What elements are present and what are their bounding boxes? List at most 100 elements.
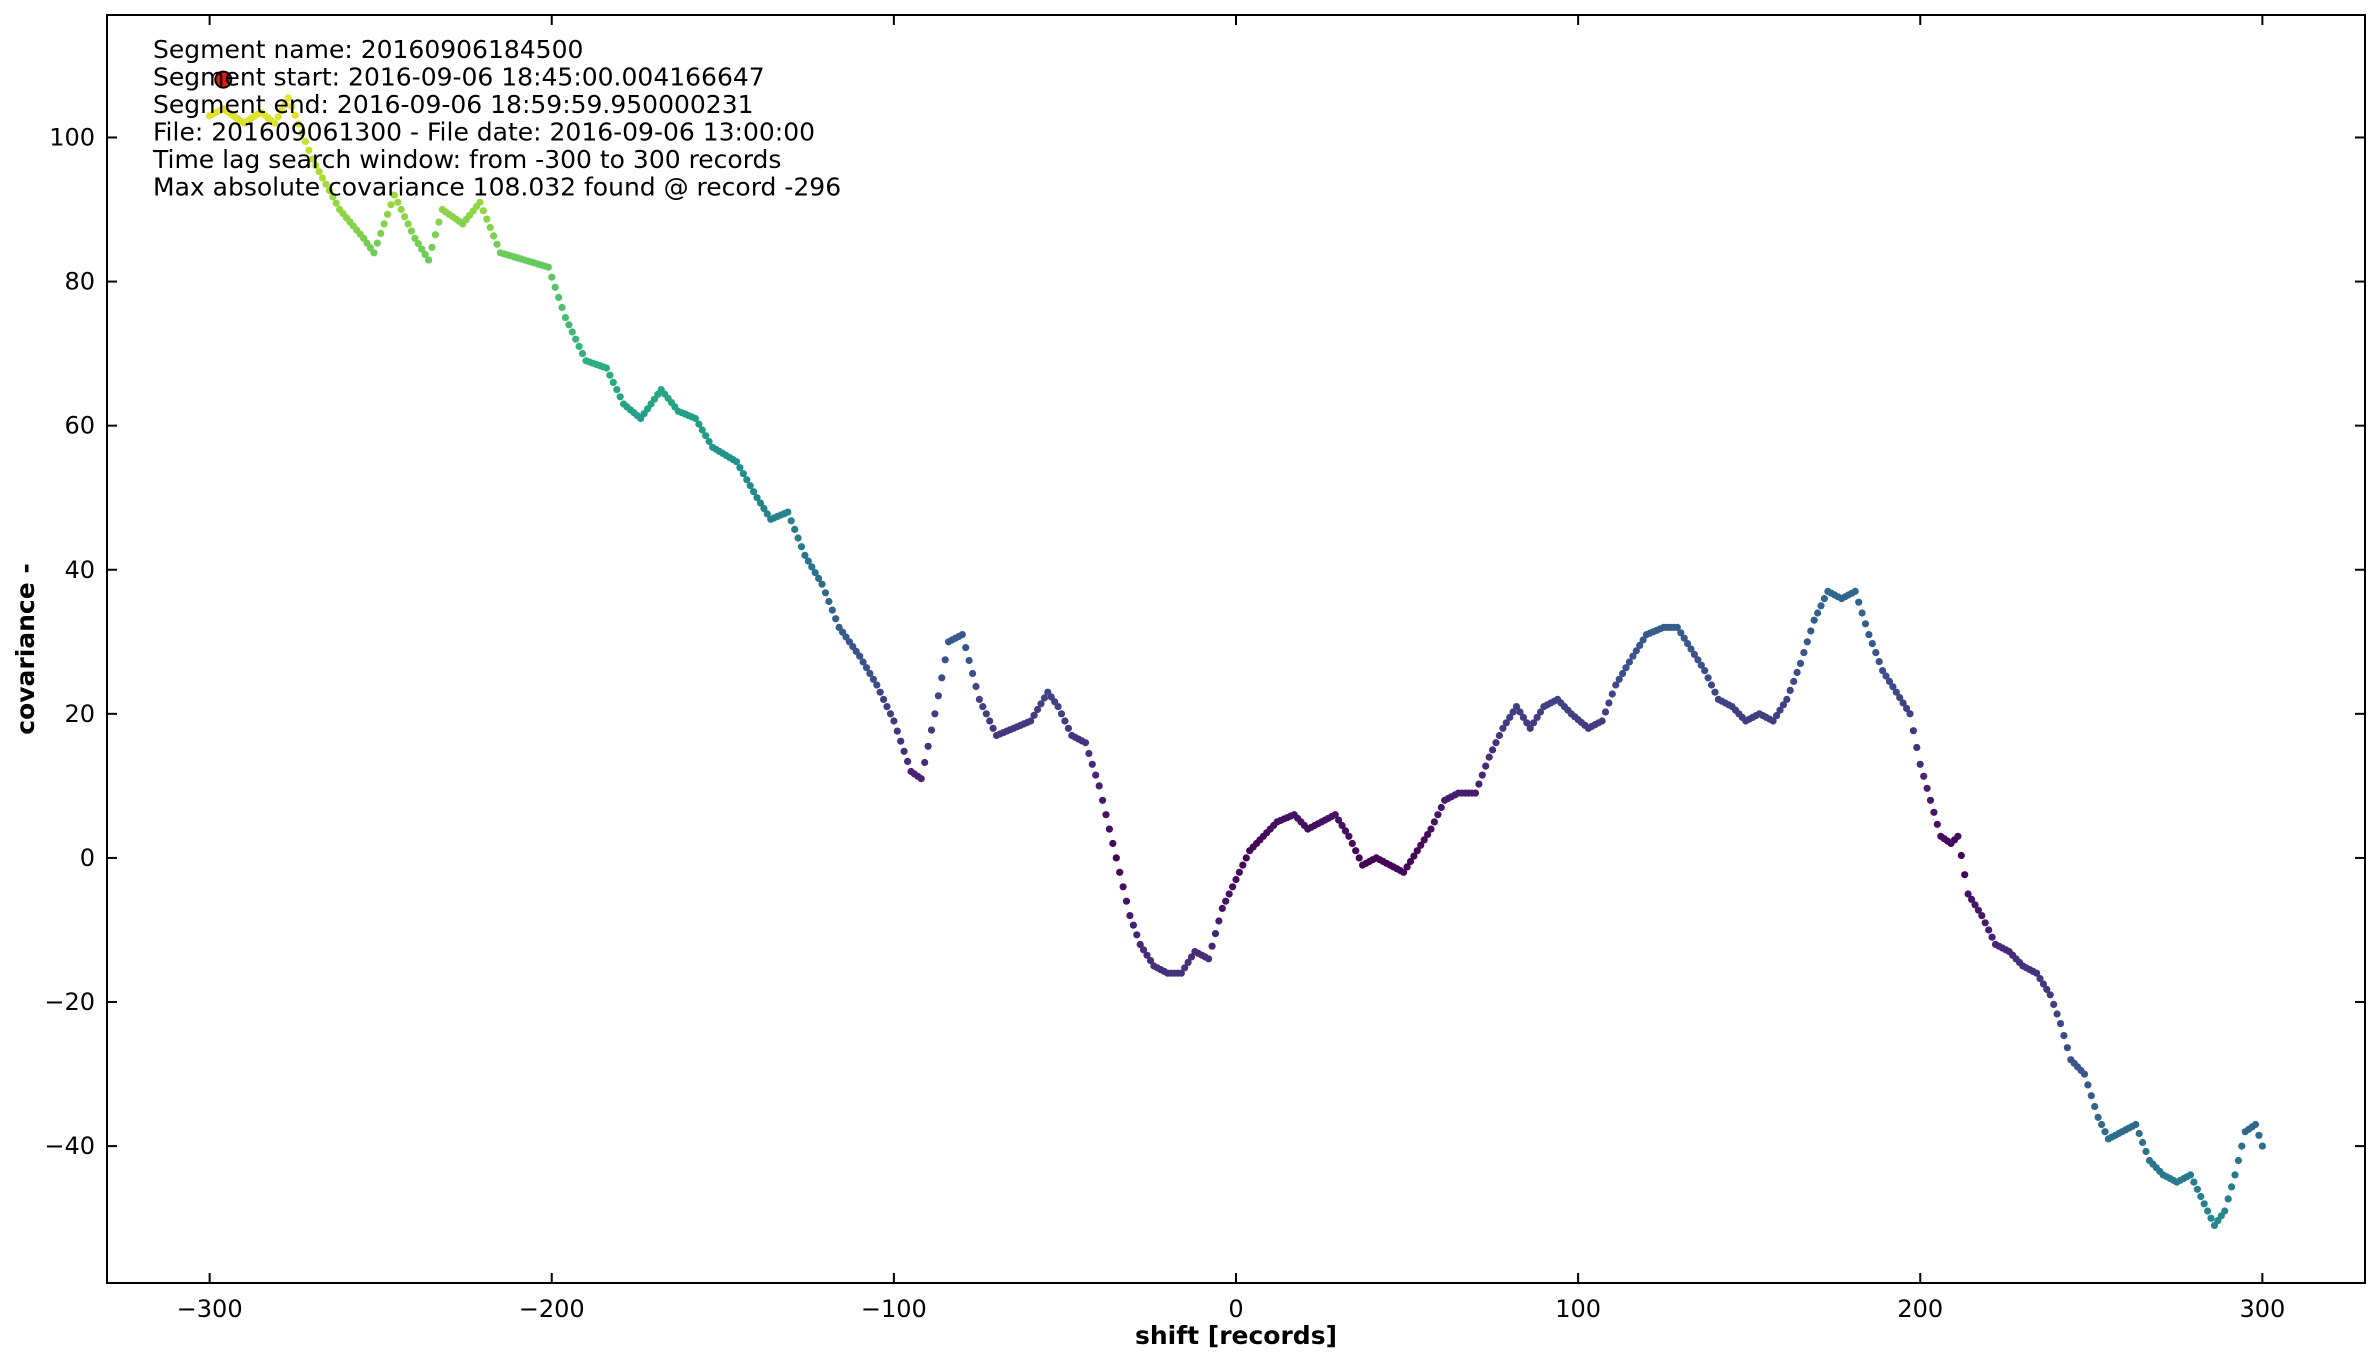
data-point bbox=[2094, 1113, 2102, 1121]
y-tick-label: 100 bbox=[49, 123, 95, 151]
data-point bbox=[291, 111, 299, 119]
data-point bbox=[1814, 609, 1822, 617]
x-tick-label: 100 bbox=[1555, 1295, 1601, 1323]
data-point bbox=[1512, 703, 1521, 711]
data-point bbox=[2080, 1070, 2089, 1078]
data-point bbox=[1427, 825, 1435, 833]
data-point bbox=[1855, 598, 1863, 606]
data-point bbox=[2091, 1102, 2099, 1111]
data-point bbox=[1701, 667, 1709, 675]
data-point bbox=[1807, 627, 1815, 635]
data-point bbox=[377, 229, 385, 238]
data-point bbox=[1687, 645, 1695, 653]
data-point bbox=[1242, 854, 1250, 862]
data-point bbox=[975, 695, 984, 704]
data-point bbox=[1913, 743, 1921, 752]
data-point bbox=[2098, 1120, 2106, 1129]
data-point bbox=[1187, 953, 1196, 961]
data-point bbox=[1088, 760, 1096, 768]
data-point bbox=[318, 174, 327, 182]
data-point bbox=[312, 161, 320, 169]
data-point bbox=[695, 420, 703, 428]
data-point bbox=[322, 180, 330, 188]
data-point bbox=[1034, 705, 1042, 714]
data-point bbox=[329, 193, 337, 201]
x-tick-label: 200 bbox=[1897, 1295, 1943, 1323]
data-point bbox=[1054, 703, 1062, 711]
data-point bbox=[606, 371, 614, 379]
data-point bbox=[880, 695, 888, 704]
data-point bbox=[1800, 649, 1808, 657]
data-point bbox=[380, 220, 388, 228]
data-point bbox=[808, 563, 816, 571]
data-point bbox=[1632, 647, 1640, 655]
data-point bbox=[982, 710, 990, 718]
data-point bbox=[832, 615, 840, 623]
data-point bbox=[1112, 854, 1120, 862]
data-point bbox=[989, 724, 997, 732]
data-point bbox=[1122, 897, 1131, 905]
data-point bbox=[883, 703, 891, 711]
data-point bbox=[804, 557, 812, 565]
y-tick-label: −40 bbox=[44, 1132, 95, 1160]
data-point bbox=[1335, 816, 1343, 824]
data-point bbox=[1485, 753, 1493, 761]
data-point bbox=[1215, 917, 1223, 925]
data-point bbox=[825, 597, 833, 606]
data-point bbox=[425, 256, 433, 264]
data-point bbox=[2186, 1171, 2195, 1179]
data-point bbox=[1903, 704, 1911, 713]
data-point bbox=[1817, 602, 1825, 610]
data-point bbox=[394, 198, 402, 206]
data-point bbox=[1140, 946, 1148, 954]
data-point bbox=[1355, 854, 1363, 862]
data-points bbox=[206, 94, 2266, 1229]
data-point bbox=[1475, 780, 1483, 788]
data-point bbox=[1506, 713, 1514, 722]
data-point bbox=[1495, 731, 1503, 740]
info-line: Segment start: 2016-09-06 18:45:00.00416… bbox=[153, 63, 765, 92]
data-point bbox=[1229, 883, 1237, 891]
x-tick-label: −300 bbox=[177, 1295, 243, 1323]
data-point bbox=[1499, 724, 1507, 732]
data-point bbox=[1105, 825, 1113, 833]
data-point bbox=[1519, 713, 1527, 722]
data-point bbox=[602, 364, 611, 372]
data-point bbox=[1684, 640, 1692, 648]
data-point bbox=[979, 703, 987, 711]
data-point bbox=[1605, 699, 1613, 707]
data-point bbox=[565, 321, 573, 329]
data-point bbox=[1971, 901, 1979, 909]
data-point bbox=[1205, 955, 1213, 963]
data-point bbox=[1092, 771, 1100, 779]
data-point bbox=[2046, 991, 2054, 999]
data-point bbox=[1601, 708, 1610, 716]
data-point bbox=[1923, 784, 1931, 792]
data-point bbox=[1509, 708, 1517, 716]
data-point bbox=[1793, 668, 1801, 677]
data-point bbox=[1492, 739, 1500, 747]
data-point bbox=[1608, 690, 1616, 698]
data-point bbox=[873, 681, 881, 689]
data-point bbox=[2255, 1131, 2263, 1139]
data-point bbox=[862, 664, 871, 672]
data-point bbox=[1783, 695, 1791, 704]
data-point bbox=[401, 213, 409, 221]
data-point bbox=[1345, 832, 1353, 840]
data-point bbox=[1865, 631, 1873, 639]
data-point bbox=[2251, 1120, 2260, 1129]
data-point bbox=[1338, 821, 1346, 830]
data-point bbox=[917, 775, 925, 783]
info-line: Segment name: 20160906184500 bbox=[153, 35, 583, 64]
data-point bbox=[2036, 975, 2044, 983]
data-point bbox=[931, 710, 939, 718]
data-point bbox=[1146, 957, 1155, 965]
data-point bbox=[1933, 820, 1941, 828]
data-point bbox=[1690, 650, 1698, 659]
data-point bbox=[1341, 827, 1350, 835]
y-tick-label: 20 bbox=[64, 700, 95, 728]
data-point bbox=[1896, 694, 1904, 702]
data-point bbox=[886, 710, 895, 718]
data-point bbox=[702, 432, 710, 440]
data-point bbox=[1403, 863, 1411, 871]
